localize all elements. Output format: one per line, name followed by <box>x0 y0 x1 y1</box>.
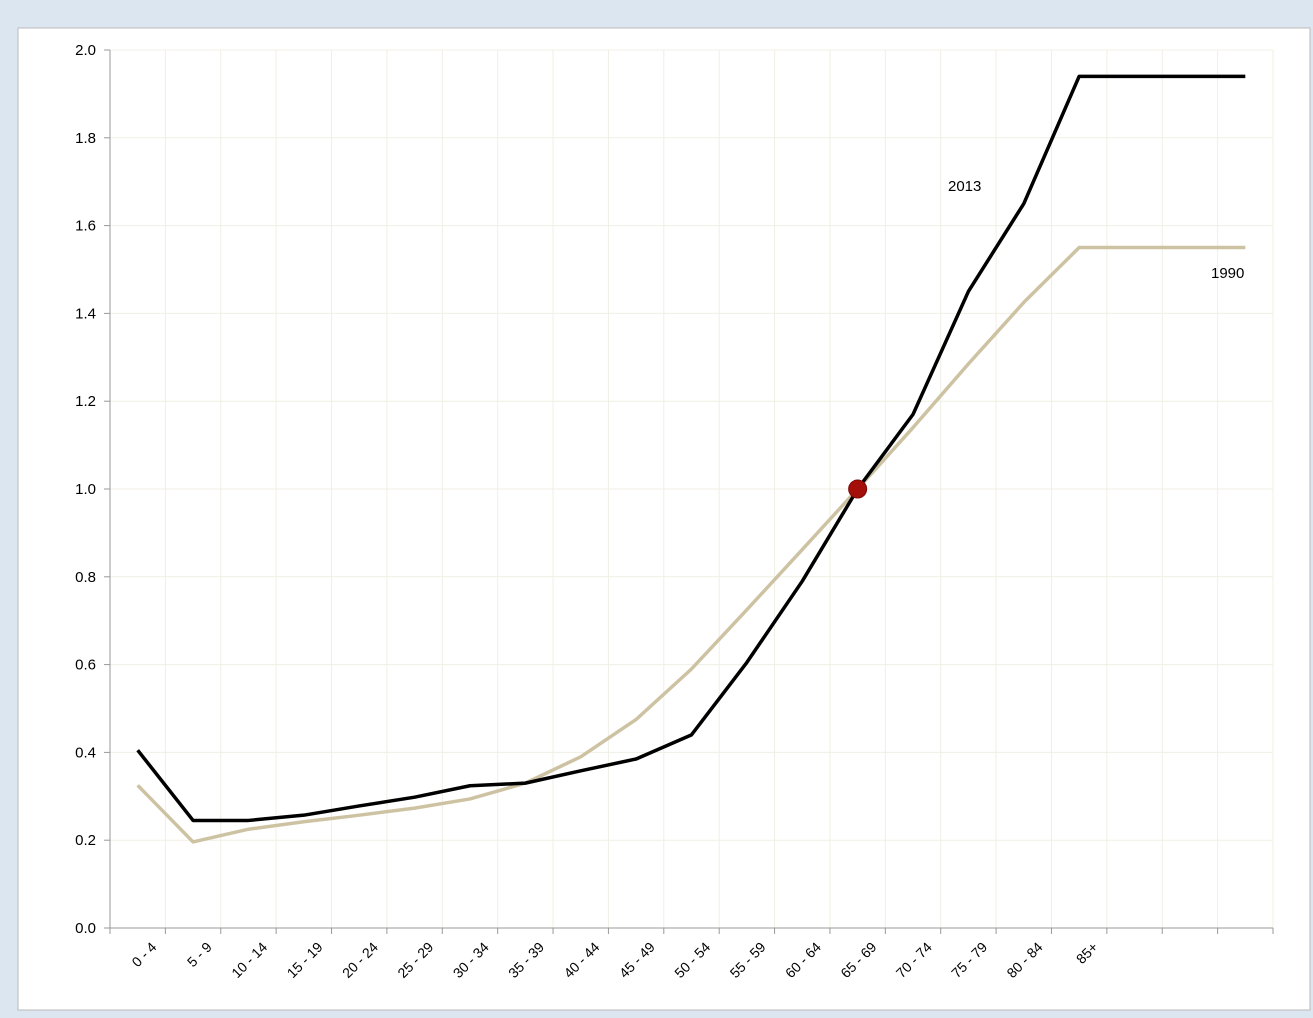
y-tick-label: 0.0 <box>75 920 96 937</box>
y-tick-label: 1.4 <box>75 305 96 322</box>
series-label: 2013 <box>948 178 981 195</box>
series-label: 1990 <box>1211 265 1244 282</box>
highlight-point <box>848 479 868 499</box>
line-series <box>136 74 1246 823</box>
y-tick-label: 1.6 <box>75 218 96 235</box>
line-series <box>136 245 1246 844</box>
y-tick-label: 1.8 <box>75 130 96 147</box>
y-tick-label: 0.8 <box>75 569 96 586</box>
y-tick-label: 0.4 <box>75 744 96 761</box>
y-tick-label: 2.0 <box>75 42 96 59</box>
y-tick-label: 0.6 <box>75 657 96 674</box>
y-tick-label: 1.2 <box>75 393 96 410</box>
y-tick-label: 0.2 <box>75 832 96 849</box>
y-tick-label: 1.0 <box>75 481 96 498</box>
